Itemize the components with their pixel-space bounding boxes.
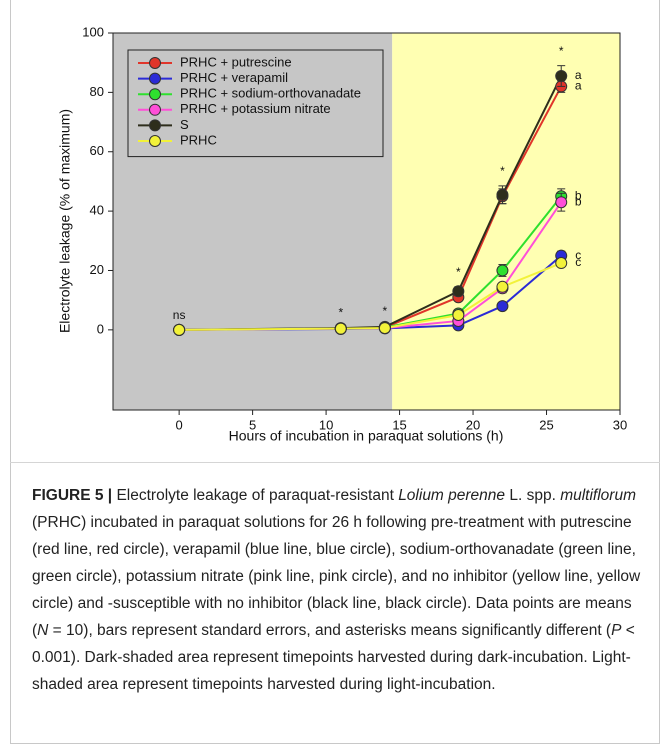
- legend-marker: [149, 103, 161, 116]
- legend-label: PRHC + sodium-orthovanadate: [180, 86, 361, 101]
- y-tick-label: 80: [90, 84, 104, 99]
- y-axis-title: Electrolyte leakage (% of maximum): [57, 109, 73, 333]
- y-tick-label: 40: [90, 203, 104, 218]
- data-point: [496, 280, 509, 293]
- significance-label: *: [456, 265, 461, 279]
- x-tick-label: 20: [466, 417, 480, 432]
- group-letter: a: [575, 68, 582, 82]
- data-point: [555, 196, 568, 209]
- x-tick-label: 30: [613, 417, 627, 432]
- caption-italic: Lolium perenne: [398, 487, 506, 504]
- shaded-region: [392, 33, 620, 410]
- y-tick-label: 0: [97, 321, 104, 336]
- group-letter: b: [575, 194, 582, 208]
- legend-label: PRHC: [180, 132, 217, 147]
- significance-label: *: [383, 304, 388, 318]
- significance-label: *: [559, 44, 564, 58]
- x-tick-label: 0: [176, 417, 183, 432]
- data-point: [452, 285, 465, 298]
- caption-text: = 10), bars represent standard errors, a…: [48, 622, 612, 639]
- figure-frame: [10, 0, 660, 744]
- data-point: [555, 70, 568, 83]
- significance-label: ns: [173, 308, 186, 322]
- x-tick-label: 10: [319, 417, 333, 432]
- legend-label: PRHC + potassium nitrate: [180, 101, 331, 116]
- legend-marker: [149, 72, 161, 85]
- group-letter: a: [575, 79, 582, 93]
- x-tick-label: 5: [249, 417, 256, 432]
- caption-italic: multiflorum: [560, 487, 636, 504]
- caption-italic: N: [37, 622, 49, 639]
- data-point: [555, 257, 568, 270]
- caption-label: FIGURE 5 |: [32, 487, 113, 504]
- legend-marker: [149, 119, 161, 132]
- significance-label: *: [500, 164, 505, 178]
- legend-label: S: [180, 117, 189, 132]
- data-point: [496, 300, 509, 313]
- y-tick-label: 60: [90, 143, 104, 158]
- legend-marker: [149, 57, 161, 69]
- data-point: [496, 264, 509, 277]
- plot-frame: [112, 32, 621, 411]
- y-tick-label: 100: [82, 24, 104, 39]
- y-tick-label: 20: [90, 262, 104, 277]
- legend-marker: [149, 88, 161, 101]
- chart: Electrolyte leakage (% of maximum) Hours…: [57, 24, 628, 444]
- separator: [10, 462, 660, 463]
- legend-box: [127, 49, 384, 158]
- data-point: [452, 309, 465, 322]
- data-point: [173, 323, 186, 336]
- x-axis-title: Hours of incubation in paraquat solution…: [229, 428, 504, 444]
- caption-italic: P: [611, 622, 622, 639]
- data-point: [378, 322, 391, 335]
- data-point: [334, 322, 347, 335]
- legend-label: PRHC + putrescine: [180, 54, 292, 69]
- legend-label: PRHC + verapamil: [180, 70, 288, 85]
- caption-text: (PRHC) incubated in paraquat solutions f…: [32, 514, 641, 639]
- series-line: [179, 262, 562, 331]
- significance-label: *: [338, 305, 343, 319]
- x-tick-label: 25: [539, 417, 553, 432]
- legend-marker: [149, 135, 161, 147]
- caption-text: Electrolyte leakage of paraquat-resistan…: [112, 487, 399, 504]
- x-tick-label: 15: [392, 417, 406, 432]
- group-letter: c: [575, 255, 581, 269]
- caption: FIGURE 5 | Electrolyte leakage of paraqu…: [32, 482, 644, 698]
- group-letter: c: [575, 248, 581, 262]
- group-letter: b: [575, 188, 582, 202]
- caption-text: < 0.001). Dark-shaded area represent tim…: [32, 622, 635, 693]
- data-point: [496, 188, 509, 201]
- caption-text: L. spp.: [505, 487, 561, 504]
